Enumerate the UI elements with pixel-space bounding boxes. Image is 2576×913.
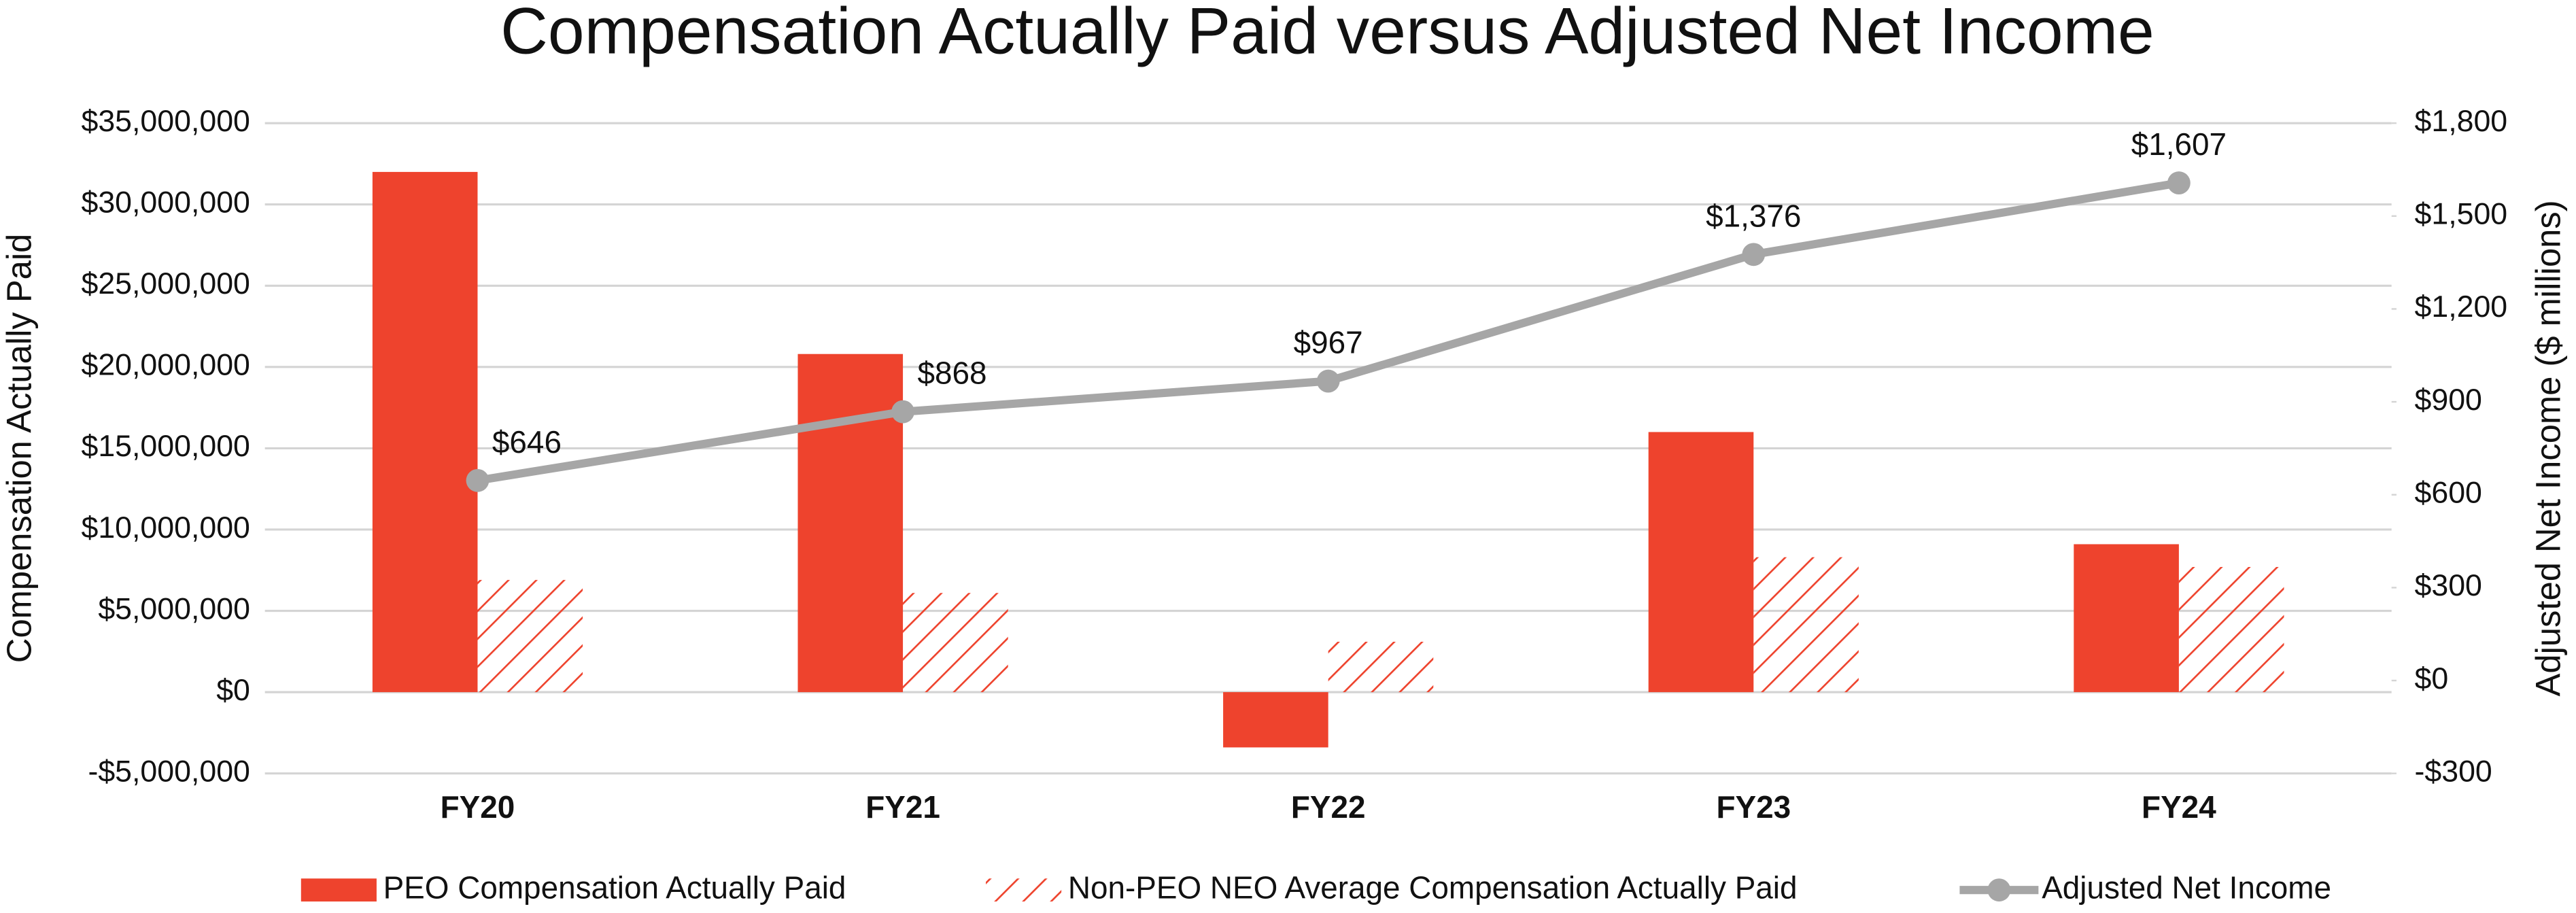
data-label: $1,376 bbox=[1706, 198, 1801, 233]
data-label: $1,607 bbox=[2131, 126, 2227, 162]
hatched-bar bbox=[1328, 641, 1434, 693]
y-tick-label: $25,000,000 bbox=[81, 267, 250, 300]
y-tick-label: $0 bbox=[216, 674, 250, 707]
y-tick-label: $35,000,000 bbox=[81, 105, 250, 138]
y2-tick-label: -$300 bbox=[2415, 755, 2492, 788]
y-tick-label: $10,000,000 bbox=[81, 511, 250, 545]
hatched-bar bbox=[1753, 557, 1859, 693]
bar bbox=[797, 354, 904, 693]
line-marker bbox=[2167, 171, 2191, 194]
y-tick-label: $15,000,000 bbox=[81, 430, 250, 463]
chart-title: Compensation Actually Paid versus Adjust… bbox=[500, 0, 2154, 68]
line-marker bbox=[466, 468, 490, 492]
data-label: $967 bbox=[1294, 325, 1363, 360]
legend-label: Adjusted Net Income bbox=[2042, 869, 2331, 905]
y2-tick-label: $0 bbox=[2415, 662, 2449, 695]
hatched-bar bbox=[903, 593, 1008, 693]
y-tick-label: $30,000,000 bbox=[81, 186, 250, 220]
data-label: $868 bbox=[918, 356, 987, 391]
x-tick-label: FY22 bbox=[1291, 789, 1366, 825]
hatched-bar bbox=[2178, 566, 2284, 693]
x-tick-label: FY21 bbox=[865, 789, 940, 825]
y-tick-label: $20,000,000 bbox=[81, 349, 250, 382]
y2-tick-label: $1,500 bbox=[2415, 198, 2508, 231]
y2-tick-label: $600 bbox=[2415, 477, 2482, 510]
bar bbox=[372, 171, 478, 693]
y2-tick-label: $300 bbox=[2415, 569, 2482, 602]
y-tick-label: $5,000,000 bbox=[98, 592, 250, 625]
y-tick-label: -$5,000,000 bbox=[88, 755, 250, 788]
y2-tick-label: $900 bbox=[2415, 383, 2482, 417]
x-tick-label: FY24 bbox=[2142, 789, 2216, 825]
bar bbox=[1648, 432, 1754, 693]
y2-tick-label: $1,800 bbox=[2415, 105, 2508, 138]
x-tick-label: FY23 bbox=[1716, 789, 1791, 825]
hatched-bar bbox=[477, 580, 583, 693]
data-label: $646 bbox=[492, 424, 562, 460]
y2-axis-title: Adjusted Net Income ($ millions) bbox=[2528, 200, 2567, 696]
legend-swatch bbox=[986, 878, 1062, 902]
y2-tick-label: $1,200 bbox=[2415, 290, 2508, 324]
legend-marker bbox=[1987, 878, 2011, 902]
bar bbox=[1223, 692, 1328, 748]
bar bbox=[2074, 544, 2179, 693]
legend-swatch bbox=[300, 878, 377, 902]
line-marker bbox=[1742, 243, 1766, 266]
line-marker bbox=[891, 400, 914, 424]
legend-label: Non-PEO NEO Average Compensation Actuall… bbox=[1068, 869, 1798, 905]
y-axis-title: Compensation Actually Paid bbox=[0, 234, 39, 664]
line-marker bbox=[1316, 369, 1340, 393]
legend-label: PEO Compensation Actually Paid bbox=[383, 869, 846, 905]
x-tick-label: FY20 bbox=[441, 789, 515, 825]
